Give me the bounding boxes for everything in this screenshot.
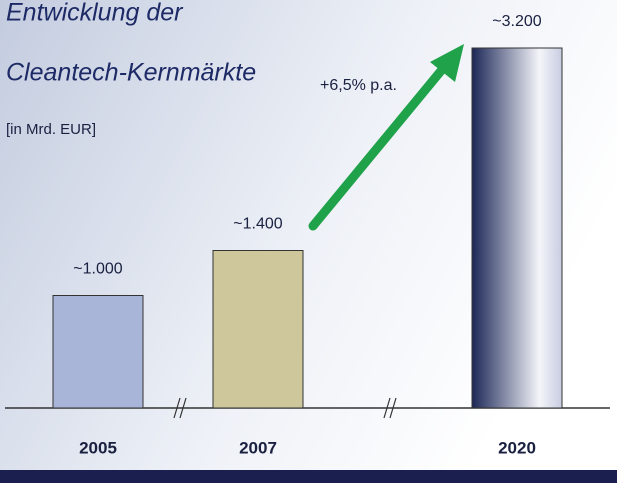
growth-arrow — [308, 44, 464, 231]
value-label: ~1.400 — [233, 216, 282, 233]
footer-strip — [0, 470, 617, 483]
x-tick-label: 2020 — [498, 438, 536, 457]
value-label: ~1.000 — [73, 261, 122, 278]
x-tick-label: 2007 — [239, 438, 277, 457]
bar — [212, 250, 304, 409]
value-label: ~3.200 — [492, 13, 541, 30]
chart-title: Cleantech-Kernmärkte — [6, 59, 256, 87]
axis-break — [173, 397, 397, 419]
bar — [52, 295, 144, 409]
chart-title: Entwicklung der — [6, 0, 184, 27]
x-tick-label: 2005 — [79, 438, 117, 457]
chart-subtitle: [in Mrd. EUR] — [6, 121, 96, 138]
bar — [471, 47, 563, 409]
annotation: +6,5% p.a. — [320, 77, 397, 94]
